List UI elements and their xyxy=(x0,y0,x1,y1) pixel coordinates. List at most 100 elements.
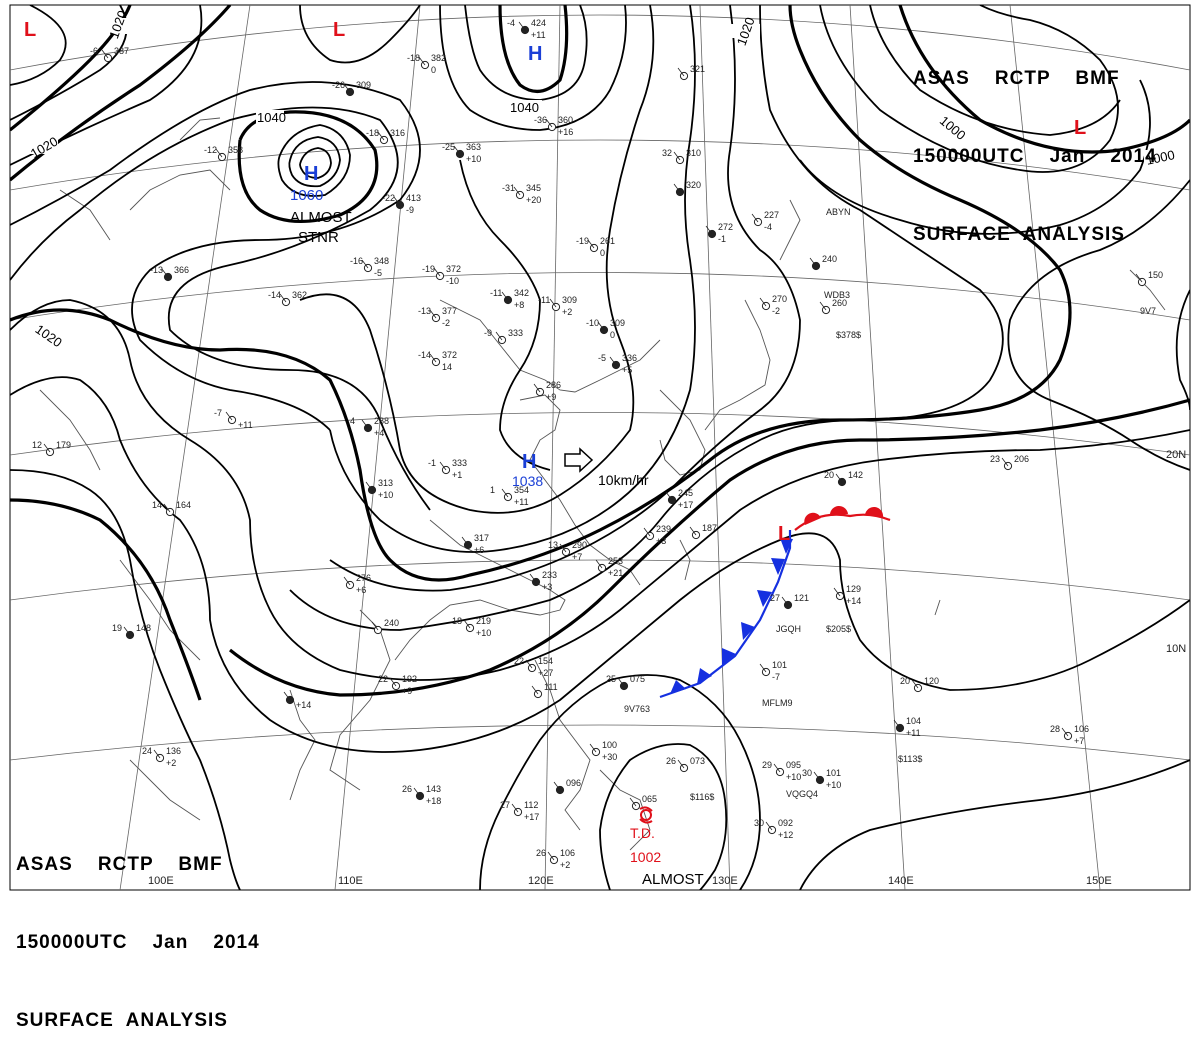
wind-barb-icon xyxy=(809,257,817,267)
cold-front xyxy=(659,530,793,699)
station-pressure: 270 xyxy=(772,294,787,304)
station-pressure: 372 xyxy=(446,264,461,274)
wind-barb-icon xyxy=(365,481,373,491)
station-pressure: 316 xyxy=(390,128,405,138)
low-symbol: L xyxy=(333,19,345,41)
station-pressure: 362 xyxy=(292,290,307,300)
wind-barb-icon xyxy=(531,685,539,695)
station-temperature: 29 xyxy=(762,760,772,770)
motion-arrow-icon xyxy=(564,447,594,473)
wind-barb-icon xyxy=(529,573,537,583)
wind-barb-icon xyxy=(553,781,561,791)
wind-barb-icon xyxy=(911,679,919,689)
station-temperature: 27 xyxy=(500,800,510,810)
wind-barb-icon xyxy=(377,131,385,141)
station-pressure-tendency: +30 xyxy=(602,752,617,762)
wind-barb-icon xyxy=(617,677,625,687)
wind-barb-icon xyxy=(597,321,605,331)
station-pressure: 096 xyxy=(566,778,581,788)
station-temperature: -9 xyxy=(484,328,492,338)
station-temperature: 28 xyxy=(1050,724,1060,734)
station-temperature: -12 xyxy=(204,145,217,155)
wind-barb-icon xyxy=(495,331,503,341)
high-status-note: STNR xyxy=(298,229,339,246)
wind-barb-icon xyxy=(609,356,617,366)
station-pressure: 120 xyxy=(924,676,939,686)
ship-id: $113$ xyxy=(898,754,922,764)
station-pressure-tendency: -7 xyxy=(772,672,780,682)
station-pressure: 100 xyxy=(602,740,617,750)
wind-barb-icon xyxy=(559,543,567,553)
station-pressure-tendency: +10 xyxy=(786,772,801,782)
station-pressure: 206 xyxy=(1014,454,1029,464)
station-pressure-tendency: +14 xyxy=(296,700,311,710)
wind-barb-icon xyxy=(161,268,169,278)
wind-barb-icon xyxy=(163,503,171,513)
high-symbol: H xyxy=(304,163,318,185)
station-pressure-tendency: +11 xyxy=(906,728,921,738)
wind-barb-icon xyxy=(1135,273,1143,283)
station-pressure-tendency: +1 xyxy=(452,470,462,480)
station-temperature: -1 xyxy=(428,458,436,468)
td-pressure: 1002 xyxy=(630,849,661,865)
wind-barb-icon xyxy=(759,297,767,307)
station-pressure: 290 xyxy=(572,540,587,550)
wind-barb-icon xyxy=(533,383,541,393)
station-temperature: 22 xyxy=(514,656,524,666)
wind-barb-icon xyxy=(429,353,437,363)
station-pressure-tendency: +12 xyxy=(778,830,793,840)
wind-barb-icon xyxy=(765,821,773,831)
ship-id: $116$ xyxy=(690,792,714,802)
wind-barb-icon xyxy=(1061,727,1069,737)
wind-barb-icon xyxy=(343,83,351,93)
td-label: T.D. xyxy=(630,825,655,841)
high-symbol: H xyxy=(528,43,542,65)
station-temperature: 20 xyxy=(900,676,910,686)
station-temperature: -25 xyxy=(442,142,455,152)
station-temperature: -7 xyxy=(214,408,222,418)
latitude-label: 10N xyxy=(1166,643,1186,655)
station-pressure-tendency: -5 xyxy=(374,268,382,278)
station-pressure: 413 xyxy=(406,193,421,203)
grid-labels: 100E 110E 120E 130E 140E 150E 20N 10N xyxy=(148,449,1186,887)
station-pressure: 101 xyxy=(772,660,787,670)
station-pressure-tendency: -1 xyxy=(718,234,726,244)
map-frame xyxy=(9,4,1191,891)
wind-barb-icon xyxy=(215,148,223,158)
station-pressure: 321 xyxy=(690,64,705,74)
wind-barb-icon xyxy=(673,183,681,193)
wind-barb-icon xyxy=(461,536,469,546)
header-line-agency: ASAS RCTP BMF xyxy=(913,68,1120,89)
ship-id: $378$ xyxy=(836,330,861,340)
station-pressure: 092 xyxy=(778,818,793,828)
header-line-title: SURFACE ANALYSIS xyxy=(16,1010,228,1031)
wind-barb-icon xyxy=(835,473,843,483)
station-pressure: 253 xyxy=(608,556,623,566)
station-pressure-tendency: 0 xyxy=(610,330,615,340)
station-pressure-tendency: +3 xyxy=(542,582,552,592)
station-temperature: 30 xyxy=(802,768,812,778)
station-pressure: 261 xyxy=(600,236,615,246)
station-pressure: 106 xyxy=(560,848,575,858)
wind-barb-icon xyxy=(283,691,291,701)
wind-barb-icon xyxy=(525,659,533,669)
ship-id: MFLM9 xyxy=(762,698,793,708)
station-pressure: 372 xyxy=(442,350,457,360)
station-temperature: -31 xyxy=(502,183,515,193)
longitude-label: 110E xyxy=(338,875,363,887)
station-pressure-tendency: +16 xyxy=(558,127,573,137)
isobars-major xyxy=(10,5,1190,701)
wind-barb-icon xyxy=(439,461,447,471)
station-temperature: -18 xyxy=(407,53,420,63)
coastlines xyxy=(39,117,1166,851)
station-temperature: 25 xyxy=(606,674,616,684)
station-temperature: -26 xyxy=(332,80,345,90)
station-pressure: 245 xyxy=(678,488,693,498)
station-pressure: 095 xyxy=(786,760,801,770)
station-pressure-tendency: -9 xyxy=(406,205,414,215)
wind-barb-icon xyxy=(781,596,789,606)
station-pressure: 387 xyxy=(114,46,129,56)
station-pressure-tendency: +4 xyxy=(374,428,384,438)
station-pressure-tendency: +9 xyxy=(402,686,412,696)
station-pressure: 112 xyxy=(524,800,538,810)
